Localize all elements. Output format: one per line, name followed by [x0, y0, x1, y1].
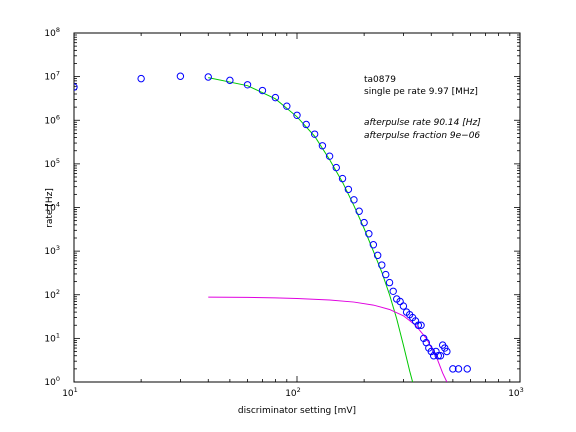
y-tick-label: 103: [44, 244, 60, 257]
data-point: [271, 93, 280, 102]
data-point: [360, 218, 368, 227]
y-tick-label: 104: [44, 201, 60, 214]
data-point: [310, 130, 319, 138]
data-point: [325, 152, 334, 160]
data-point: [350, 196, 358, 204]
data-point: [454, 365, 463, 373]
data-point: [389, 287, 397, 295]
data-point: [344, 185, 353, 194]
data-point: [432, 347, 440, 356]
data-point: [365, 230, 373, 238]
series-layer: [74, 72, 471, 382]
data-point: [449, 365, 457, 373]
data-point: [427, 347, 435, 356]
data-point: [434, 352, 442, 360]
data-point: [204, 73, 212, 81]
data-point: [226, 76, 234, 85]
x-axis-label: discriminator setting [mV]: [238, 406, 356, 416]
data-point: [318, 142, 327, 150]
data-point: [463, 365, 471, 373]
axis-ticks: [73, 33, 520, 383]
data-point: [338, 174, 347, 183]
x-tick-label: 102: [285, 386, 301, 399]
data-point: [243, 81, 252, 89]
annotation-sensor-id: ta0879: [364, 75, 396, 85]
annotation-afterpulse-rate: afterpulse rate 90.14 [Hz]: [364, 118, 481, 128]
data-point: [332, 163, 340, 172]
data-point: [382, 270, 390, 279]
y-tick-label: 100: [44, 375, 60, 388]
data-point: [302, 120, 310, 129]
data-point: [293, 111, 301, 119]
x-tick-label: 101: [62, 386, 78, 399]
data-point: [436, 352, 445, 360]
data-point: [369, 241, 378, 249]
data-point: [355, 207, 363, 215]
data-point: [443, 347, 451, 356]
annotation-single-pe-rate: single pe rate 9.97 [MHz]: [364, 87, 478, 97]
data-point: [378, 261, 386, 269]
y-tick-label: 101: [44, 331, 60, 344]
data-point: [176, 72, 185, 80]
data-point: [373, 251, 382, 260]
x-tick-label: 103: [508, 386, 524, 399]
y-axis-label: rate [Hz]: [45, 188, 55, 228]
y-tick-label: 107: [44, 70, 60, 83]
annotation-afterpulse-fraction: afterpulse fraction 9e−06: [364, 131, 480, 141]
data-point: [258, 86, 267, 95]
data-point: [137, 74, 145, 83]
data-point: [385, 278, 394, 287]
y-tick-label: 102: [44, 288, 60, 301]
y-tick-label: 105: [44, 157, 60, 170]
y-tick-label: 106: [44, 113, 60, 126]
data-point: [417, 321, 425, 329]
data-point: [283, 102, 291, 110]
y-tick-label: 108: [44, 26, 60, 39]
plot-frame: [73, 32, 521, 383]
data-point: [414, 321, 423, 329]
data-point: [74, 83, 78, 91]
fit-line-1: [208, 77, 414, 382]
data-point: [399, 302, 408, 310]
